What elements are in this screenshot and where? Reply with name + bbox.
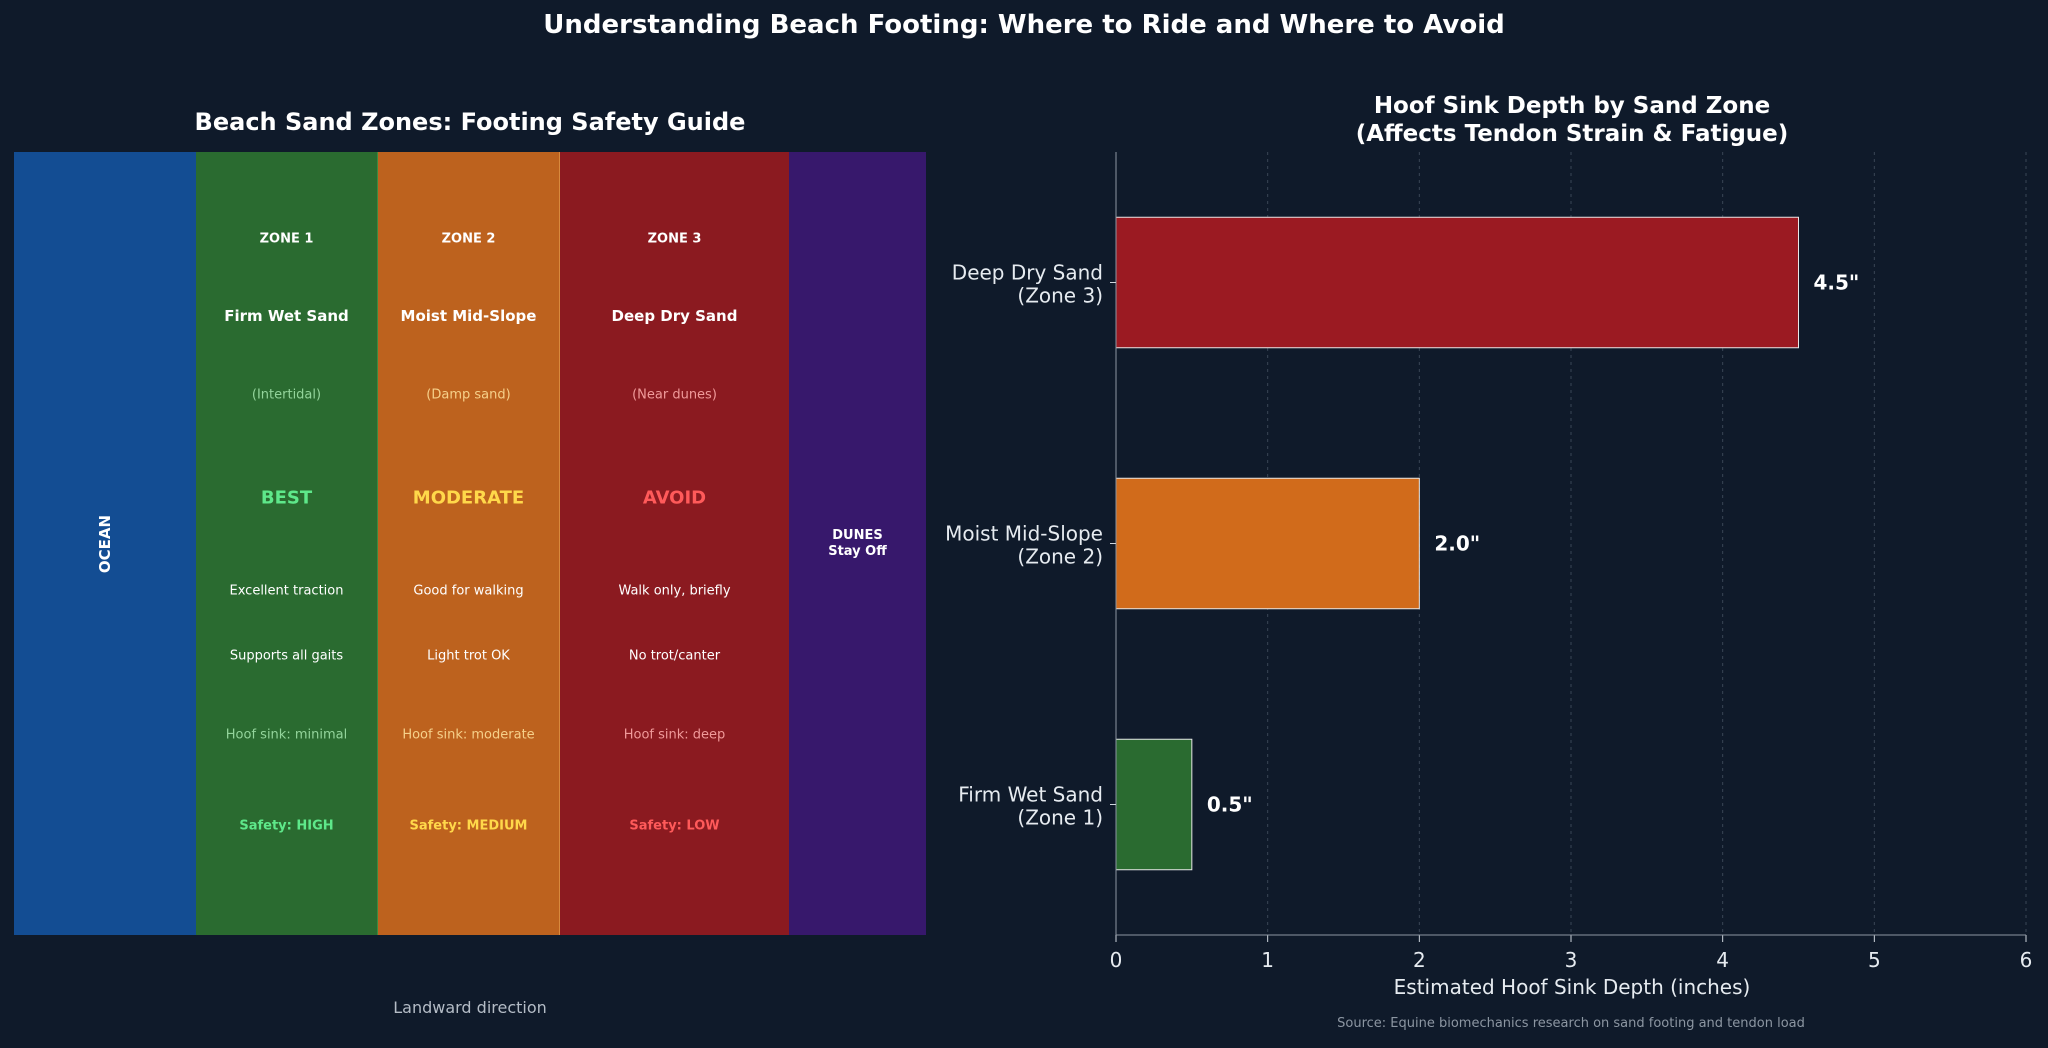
main-title: Understanding Beach Footing: Where to Ri… bbox=[543, 10, 1505, 40]
ocean-zone: OCEAN bbox=[14, 152, 196, 935]
zone-3-subtitle: (Near dunes) bbox=[632, 387, 717, 403]
zone-1-safety: Safety: HIGH bbox=[239, 818, 334, 834]
y-tick-label: Moist Mid-Slope (Zone 2) bbox=[945, 522, 1103, 569]
zone-panel-title: Beach Sand Zones: Footing Safety Guide bbox=[194, 108, 746, 136]
zone-2-safety: Safety: MEDIUM bbox=[409, 818, 528, 834]
dunes-label-line-1: DUNES bbox=[832, 528, 883, 543]
chart-title-line-1: Hoof Sink Depth by Sand Zone bbox=[1374, 93, 1770, 119]
bar bbox=[1115, 477, 1420, 610]
bar-value-label: 0.5" bbox=[1207, 793, 1253, 817]
x-tick-label: 3 bbox=[1565, 948, 1578, 972]
zone-1-label: ZONE 1 bbox=[259, 231, 314, 247]
zone-1: ZONE 1 Firm Wet Sand (Intertidal) BEST E… bbox=[196, 152, 378, 935]
x-tick-label: 2 bbox=[1413, 948, 1426, 972]
bar-value-label: 4.5" bbox=[1814, 271, 1860, 295]
sand-zones-panel: OCEAN ZONE 1 Firm Wet Sand (Intertidal) … bbox=[14, 152, 926, 935]
zone-2-rating: MODERATE bbox=[412, 487, 525, 509]
zone-3-safety: Safety: LOW bbox=[629, 818, 720, 834]
dunes-label-line-2: Stay Off bbox=[828, 544, 887, 559]
y-tick-label: Firm Wet Sand (Zone 1) bbox=[958, 783, 1103, 830]
bar-value-label: 2.0" bbox=[1434, 532, 1480, 556]
zone-3-hoof-sink: Hoof sink: deep bbox=[623, 727, 726, 743]
x-tick-label: 4 bbox=[1716, 948, 1729, 972]
zone-3-name: Deep Dry Sand bbox=[611, 307, 738, 325]
zone-1-desc-2: Supports all gaits bbox=[229, 648, 344, 664]
x-tick-label: 1 bbox=[1261, 948, 1274, 972]
zone-1-name: Firm Wet Sand bbox=[224, 307, 349, 325]
zone-2-subtitle: (Damp sand) bbox=[426, 387, 511, 403]
zone-2-desc-2: Light trot OK bbox=[427, 648, 510, 664]
landward-direction-label: Landward direction bbox=[393, 998, 547, 1017]
zone-1-desc-1: Excellent traction bbox=[229, 583, 344, 599]
zone-3-desc-2: No trot/canter bbox=[628, 648, 721, 664]
zone-1-hoof-sink: Hoof sink: minimal bbox=[225, 727, 348, 743]
zone-2: ZONE 2 Moist Mid-Slope (Damp sand) MODER… bbox=[378, 152, 560, 935]
zone-1-rating: BEST bbox=[260, 487, 313, 509]
zone-2-name: Moist Mid-Slope bbox=[400, 307, 537, 325]
y-tick-label: Deep Dry Sand (Zone 3) bbox=[952, 261, 1103, 308]
zone-3-desc-1: Walk only, briefly bbox=[618, 583, 731, 599]
x-axis-label: Estimated Hoof Sink Depth (inches) bbox=[1394, 975, 1751, 999]
bar bbox=[1115, 216, 1799, 349]
zone-1-subtitle: (Intertidal) bbox=[251, 387, 322, 403]
x-tick-label: 0 bbox=[1110, 948, 1123, 972]
zone-3-rating: AVOID bbox=[642, 487, 707, 509]
source-note: Source: Equine biomechanics research on … bbox=[1337, 1016, 1805, 1031]
x-tick-label: 5 bbox=[1868, 948, 1881, 972]
chart-title-line-2: (Affects Tendon Strain & Fatigue) bbox=[1356, 121, 1789, 147]
zone-3-label: ZONE 3 bbox=[647, 231, 702, 247]
zone-2-hoof-sink: Hoof sink: moderate bbox=[402, 727, 535, 743]
zone-3: ZONE 3 Deep Dry Sand (Near dunes) AVOID … bbox=[560, 152, 789, 935]
zone-2-label: ZONE 2 bbox=[441, 231, 496, 247]
x-tick-label: 6 bbox=[2020, 948, 2033, 972]
dunes-zone: DUNES Stay Off bbox=[789, 152, 926, 935]
bar bbox=[1115, 738, 1193, 871]
dunes-label: DUNES Stay Off bbox=[789, 528, 926, 560]
zone-2-desc-1: Good for walking bbox=[413, 583, 524, 599]
